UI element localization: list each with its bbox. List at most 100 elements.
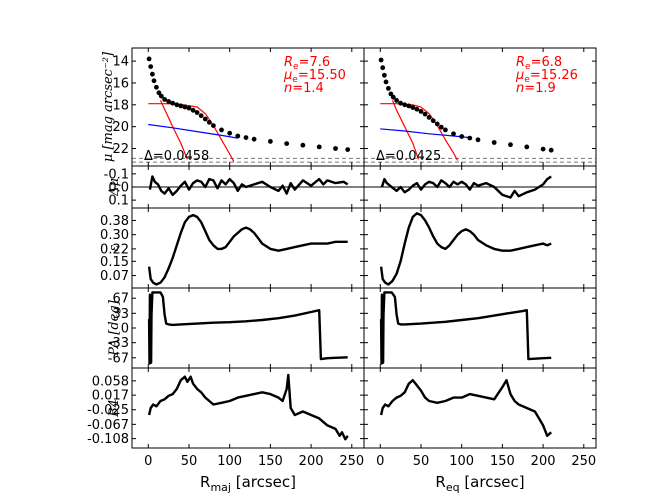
mu-data-point (398, 100, 403, 106)
y-tick-label: 14 (112, 55, 129, 70)
mu-data-point (178, 103, 184, 109)
y-tick-label: 0.1 (108, 194, 129, 209)
mu-data-point (166, 99, 172, 104)
mu-data-point (158, 93, 164, 99)
effective-radius-label: Re=7.6 (284, 55, 330, 72)
mu-data-point (426, 115, 432, 120)
y-tick-label: 20 (112, 120, 129, 135)
y-tick-label: -0.1 (104, 167, 129, 182)
mu-data-point (451, 131, 456, 137)
mu-data-point (443, 127, 448, 133)
pa-data-curve (379, 291, 552, 365)
sersic-index-label: n=1.4 (284, 81, 324, 96)
y-tick-label: -0.067 (87, 418, 129, 433)
mu-data-point (227, 130, 233, 136)
x-tick-label: 50 (181, 454, 198, 469)
left-mu-panel: 14 16 18 20 22 (112, 47, 365, 167)
disk-model-line (380, 128, 470, 139)
y-tick-label: 0.38 (100, 214, 129, 229)
mu-data-point (186, 105, 192, 111)
mu-data-point (467, 135, 473, 141)
mu-data-point (268, 139, 273, 144)
y-tick-label: 0.0 (108, 181, 129, 196)
x-tick-label: 250 (339, 454, 364, 469)
x-tick-label: 100 (217, 454, 242, 469)
mu-data-point (402, 102, 408, 108)
mu-data-point (162, 97, 168, 102)
eps-data-curve (379, 212, 552, 286)
mu-data-point (151, 78, 157, 84)
mu-data-point (459, 134, 465, 139)
x-tick-label: 50 (413, 454, 430, 469)
mu-data-point (243, 135, 249, 141)
mu-data-point (406, 103, 412, 109)
panel-frame (131, 207, 365, 289)
pa-y-axis-label: PA [deg] (107, 299, 122, 356)
mu-data-point (434, 121, 440, 127)
eps-y-axis-label: ε (107, 244, 122, 251)
bulge-model-curve (159, 100, 188, 160)
y-tick-label: 0.30 (100, 228, 129, 243)
mu-data-point (438, 124, 444, 130)
panel-frame (131, 287, 365, 369)
mu-y-axis-label: μ [mag arcsec⁻²] (101, 51, 116, 162)
mu-data-point (206, 119, 212, 125)
panel-frame (363, 287, 597, 369)
mu-data-point (219, 127, 224, 133)
mu-data-point (414, 106, 420, 112)
pa-data-curve (147, 291, 348, 365)
y-tick-label: 0.058 (92, 374, 129, 389)
rms-delta-label: Δ=0.0458 (144, 149, 209, 164)
mu-data-point (251, 136, 257, 142)
mu-data-point (475, 137, 481, 143)
mu-data-point (390, 94, 396, 100)
effective-radius-label: Re=6.8 (516, 55, 562, 72)
mu-data-point (146, 56, 152, 62)
mu-data-point (524, 144, 530, 150)
mu-data-point (418, 109, 424, 114)
mu-data-point (156, 90, 162, 96)
right-pa-panel (363, 287, 597, 369)
mu-data-point (382, 72, 387, 78)
mu-data-point (380, 65, 386, 71)
sersic-index-label: n=1.9 (516, 81, 556, 96)
x-tick-label: 250 (571, 454, 596, 469)
mu-data-point (386, 86, 391, 91)
y-tick-label: 0.22 (100, 242, 129, 257)
mu-data-point (198, 113, 204, 119)
mu-data-point (150, 71, 155, 77)
panel-frame (363, 207, 597, 289)
y-tick-label: 0.15 (100, 255, 129, 270)
mu-data-point (548, 147, 554, 153)
mu-data-point (190, 107, 196, 113)
mu-data-point (202, 116, 208, 122)
mu-data-point (211, 123, 216, 128)
mu-data-point (182, 104, 188, 110)
b4-data-curve (147, 373, 349, 441)
mu-data-point (194, 110, 200, 115)
mu-data-point (333, 146, 338, 151)
mu-data-point (394, 98, 399, 103)
dmu-y-axis-label: Δμ (107, 178, 122, 197)
mu-data-point (430, 118, 436, 124)
panel-frame (131, 367, 365, 449)
left-dmu-panel: -0.10.00.1 (104, 165, 365, 209)
y-tick-label: 0.07 (100, 269, 129, 284)
right-dmu-panel (363, 165, 597, 209)
b4-data-curve (379, 379, 552, 437)
mu-data-point (540, 146, 546, 152)
x-tick-label: 200 (531, 454, 556, 469)
mu-data-point (378, 57, 384, 63)
y-tick-label: -0.108 (87, 432, 129, 447)
x-tick-label: 0 (144, 454, 152, 469)
y-tick-label: -33 (108, 336, 129, 351)
mu-data-point (383, 79, 389, 85)
y-tick-label: 18 (112, 98, 129, 113)
mu-data-point (170, 100, 176, 106)
mu-data-point (422, 111, 428, 117)
mu-data-point (508, 142, 513, 148)
y-tick-label: 33 (112, 307, 129, 322)
mu-data-point (388, 91, 394, 97)
y-tick-label: -0.025 (87, 403, 129, 418)
